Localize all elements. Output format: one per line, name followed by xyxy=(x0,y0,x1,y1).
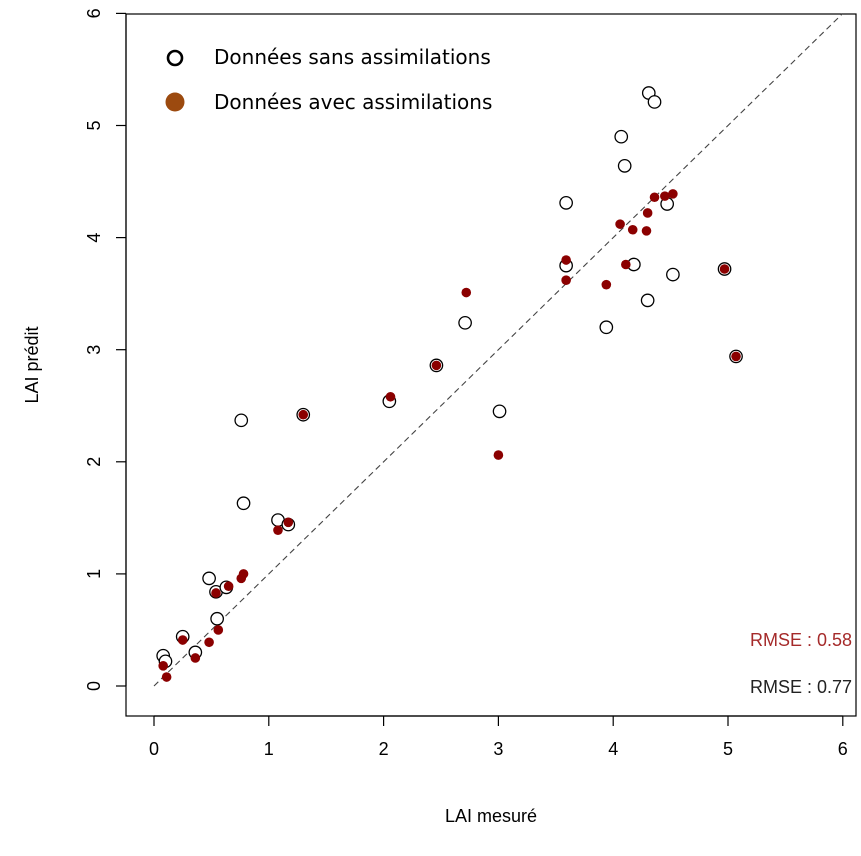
legend-label-avec: Données avec assimilations xyxy=(214,90,492,114)
point-avec-assimilation xyxy=(177,635,188,645)
x-axis-title: LAI mesuré xyxy=(445,806,537,826)
point-avec-assimilation xyxy=(642,208,653,218)
point-avec-assimilation xyxy=(190,653,201,663)
x-tick-label: 6 xyxy=(838,739,848,759)
point-avec-assimilation xyxy=(223,581,234,592)
point-avec-assimilation xyxy=(649,192,660,203)
point-sans-assimilation xyxy=(202,571,216,586)
point-avec-assimilation xyxy=(660,191,670,201)
point-sans-assimilation xyxy=(236,496,251,511)
legend-marker-open-circle xyxy=(166,49,184,67)
point-sans-assimilation xyxy=(617,159,632,173)
x-axis: 0 1 2 3 4 5 6 xyxy=(149,715,848,759)
point-avec-assimilation xyxy=(431,360,442,371)
point-sans-assimilation xyxy=(492,404,507,419)
y-tick-label: 5 xyxy=(84,120,104,130)
y-axis-title: LAI prédit xyxy=(22,326,42,403)
point-avec-assimilation xyxy=(668,189,678,199)
point-sans-assimilation xyxy=(234,413,249,428)
point-avec-assimilation xyxy=(601,279,612,290)
point-sans-assimilation xyxy=(640,293,655,308)
point-avec-assimilation xyxy=(493,450,504,460)
point-avec-assimilation xyxy=(283,517,294,528)
point-sans-assimilation xyxy=(614,129,629,144)
point-avec-assimilation xyxy=(158,661,168,671)
point-avec-assimilation xyxy=(561,255,571,265)
rmse-label-raw: RMSE : 0.77 xyxy=(750,677,852,697)
reference-line-1to1 xyxy=(153,13,844,687)
point-avec-assimilation xyxy=(641,226,652,236)
reference-line-layer xyxy=(153,13,844,687)
legend-label-sans: Données sans assimilations xyxy=(214,45,491,69)
point-avec-assimilation xyxy=(273,525,283,535)
point-avec-assimilation xyxy=(627,224,638,235)
point-sans-assimilation xyxy=(647,95,662,109)
point-avec-assimilation xyxy=(204,637,214,648)
point-sans-assimilation xyxy=(599,320,614,335)
point-avec-assimilation xyxy=(731,351,741,362)
point-avec-assimilation xyxy=(719,264,730,274)
y-tick-label: 4 xyxy=(84,233,104,243)
y-axis: 0 1 2 3 4 5 6 xyxy=(84,8,127,691)
data-points xyxy=(156,86,743,682)
y-tick-label: 2 xyxy=(84,457,104,467)
legend-marker-filled-circle xyxy=(165,92,185,112)
y-tick-label: 3 xyxy=(84,345,104,355)
x-tick-label: 3 xyxy=(493,739,503,759)
point-avec-assimilation xyxy=(213,625,224,635)
x-tick-label: 4 xyxy=(608,739,618,759)
x-tick-label: 1 xyxy=(264,739,274,759)
legend-open-circle-icon xyxy=(166,49,184,67)
x-tick-label: 5 xyxy=(723,739,733,759)
legend: Données sans assimilations Données avec … xyxy=(165,45,492,114)
legend-filled-circle-icon xyxy=(165,92,185,112)
point-avec-assimilation xyxy=(621,259,631,270)
y-tick-label: 6 xyxy=(84,8,104,18)
point-avec-assimilation xyxy=(385,391,396,402)
point-sans-assimilation xyxy=(666,267,680,282)
point-sans-assimilation xyxy=(559,195,573,210)
point-avec-assimilation xyxy=(461,287,472,298)
point-avec-assimilation xyxy=(161,672,172,682)
x-tick-label: 2 xyxy=(379,739,389,759)
x-tick-label: 0 xyxy=(149,739,159,759)
point-sans-assimilation xyxy=(458,315,472,330)
y-tick-label: 1 xyxy=(84,569,104,579)
rmse-label-assimilated: RMSE : 0.58 xyxy=(750,630,852,650)
point-avec-assimilation xyxy=(561,275,571,285)
point-avec-assimilation xyxy=(615,219,625,229)
y-tick-label: 0 xyxy=(84,681,104,691)
plot-frame xyxy=(125,13,857,717)
point-avec-assimilation xyxy=(238,569,249,579)
point-sans-assimilation xyxy=(210,611,224,626)
point-avec-assimilation xyxy=(211,588,221,598)
point-avec-assimilation xyxy=(298,409,309,420)
